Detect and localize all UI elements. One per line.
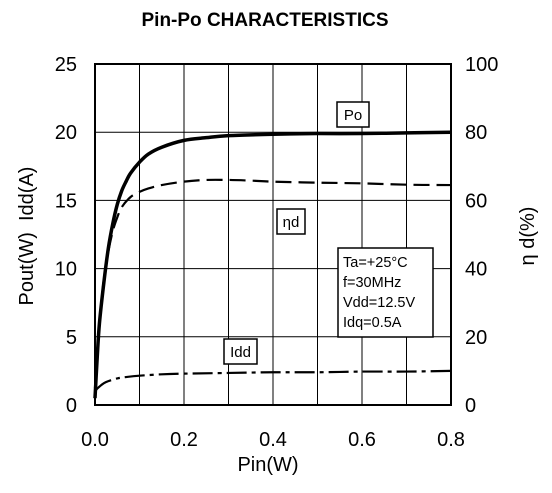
grid <box>95 64 451 405</box>
idd-line <box>94 369 452 393</box>
y-right-tick-label: 20 <box>465 327 487 349</box>
y-left-tick-label: 5 <box>66 327 77 349</box>
y-left-tick-label: 25 <box>55 54 77 76</box>
etad-label-box: ηd <box>276 208 306 235</box>
idd-label-box: Idd <box>223 338 258 365</box>
condition-vdd: Vdd=12.5V <box>343 295 415 311</box>
x-tick-label: 0.4 <box>259 429 287 451</box>
condition-temperature: Ta=+25°C <box>343 255 408 271</box>
x-axis-label: Pin(W) <box>237 454 298 476</box>
x-tick-label: 0.8 <box>437 429 465 451</box>
x-tick-label: 0.6 <box>348 429 376 451</box>
y-left-tick-label: 0 <box>66 395 77 417</box>
y-right-tick-label: 100 <box>465 54 498 76</box>
y-left-tick-label: 10 <box>55 259 77 281</box>
chart-title: Pin-Po CHARACTERISTICS <box>142 10 389 31</box>
y-right-tick-label: 80 <box>465 122 487 144</box>
series-lines <box>93 130 452 399</box>
efficiency-line <box>93 178 452 389</box>
condition-frequency: f=30MHz <box>343 275 401 291</box>
y-axis-right-label: η d(%) <box>517 207 539 266</box>
x-tick-label: 0.0 <box>81 429 109 451</box>
y-right-tick-label: 60 <box>465 190 487 212</box>
idd-label: Idd <box>230 344 251 361</box>
y-right-tick-label: 40 <box>465 259 487 281</box>
y-left-tick-label: 20 <box>55 122 77 144</box>
po-label-box: Po <box>336 101 370 128</box>
conditions-box: Ta=+25°C f=30MHz Vdd=12.5V Idq=0.5A <box>337 247 434 338</box>
y-left-tick-label: 15 <box>55 190 77 212</box>
x-tick-label: 0.2 <box>170 429 198 451</box>
plot-frame <box>94 63 452 406</box>
po-label: Po <box>344 107 362 124</box>
condition-idq: Idq=0.5A <box>343 315 402 331</box>
y-axis-left-label: Pout(W) Idd(A) <box>16 167 38 306</box>
y-right-tick-label: 0 <box>465 395 476 417</box>
etad-label: ηd <box>283 214 300 231</box>
